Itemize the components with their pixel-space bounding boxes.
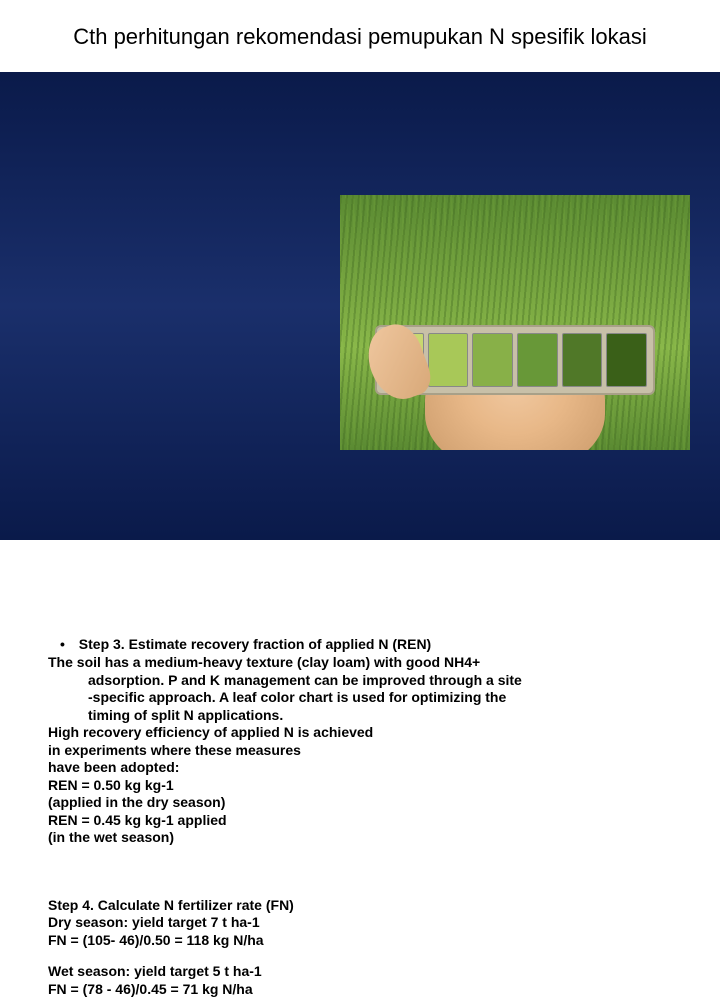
step3-box: Step 3. Estimate recovery fraction of ap…	[40, 630, 680, 859]
step4b-block: Wet season: yield target 5 t ha-1 FN = (…	[48, 963, 342, 998]
lcc-swatch-3	[472, 333, 513, 387]
slide: Cth perhitungan rekomendasi pemupukan N …	[0, 0, 720, 540]
step4a-line: FN = (105- 46)/0.50 = 118 kg N/ha	[48, 932, 342, 950]
step4b-line: Wet season: yield target 5 t ha-1	[48, 963, 342, 981]
step3-line: REN = 0.50 kg kg-1	[48, 777, 672, 795]
step4b-line: FN = (78 - 46)/0.45 = 71 kg N/ha	[48, 981, 342, 999]
step3-line: -specific approach. A leaf color chart i…	[88, 689, 672, 707]
step3-line: in experiments where these measures	[48, 742, 672, 760]
step4a-line: Dry season: yield target 7 t ha-1	[48, 914, 342, 932]
step3-line: (applied in the dry season)	[48, 794, 672, 812]
step3-line: (in the wet season)	[48, 829, 672, 847]
step3-line: have been adopted:	[48, 759, 672, 777]
slide-title: Cth perhitungan rekomendasi pemupukan N …	[0, 24, 720, 50]
step3-line: adsorption. P and K management can be im…	[88, 672, 672, 690]
lcc-swatch-5	[562, 333, 603, 387]
leaf-color-chart-photo	[340, 195, 690, 450]
lcc-swatch-4	[517, 333, 558, 387]
step3-line: High recovery efficiency of applied N is…	[48, 724, 672, 742]
step3-heading: Step 3. Estimate recovery fraction of ap…	[54, 636, 672, 652]
step3-line: timing of split N applications.	[88, 707, 672, 725]
lcc-swatch-6	[606, 333, 647, 387]
step4-box: Step 4. Calculate N fertilizer rate (FN)…	[40, 891, 350, 1004]
content-area: Step 3. Estimate recovery fraction of ap…	[40, 630, 680, 1004]
step4a-line: Step 4. Calculate N fertilizer rate (FN)	[48, 897, 342, 915]
step3-line: REN = 0.45 kg kg-1 applied	[48, 812, 672, 830]
lcc-swatch-2	[428, 333, 469, 387]
step3-line: The soil has a medium-heavy texture (cla…	[48, 654, 672, 672]
